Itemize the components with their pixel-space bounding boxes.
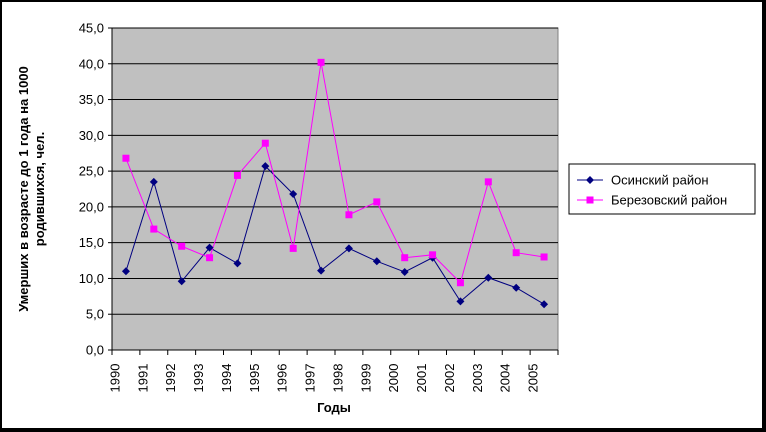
data-point (372, 257, 381, 266)
data-point (289, 190, 298, 199)
x-tick-label: 2003 (470, 364, 485, 393)
data-point (205, 243, 214, 252)
y-tick-label: 40,0 (79, 56, 104, 71)
x-tick-label: 2005 (526, 364, 541, 393)
data-point (484, 273, 493, 282)
data-point (345, 211, 353, 219)
data-point (233, 259, 242, 268)
legend: Осинский район Березовский район (568, 163, 756, 215)
data-point (177, 277, 186, 286)
line-chart: 0,0 5,0 10,0 15,0 20,0 25,0 30,0 35,0 40,0 45,0 1… (16, 21, 756, 415)
data-point (121, 267, 130, 276)
data-point (540, 300, 549, 309)
y-tick-label: 45,0 (79, 21, 104, 36)
x-tick-label: 1994 (219, 364, 234, 393)
y-tick-label: 10,0 (79, 271, 104, 286)
x-tick-label: 2001 (414, 364, 429, 393)
data-point (150, 225, 158, 233)
data-point (233, 171, 241, 179)
y-tick-label: 15,0 (79, 235, 104, 250)
legend-label: Осинский район (611, 173, 709, 188)
y-tick-label: 20,0 (79, 199, 104, 214)
y-tick-label: 35,0 (79, 92, 104, 107)
x-tick-label: 1993 (191, 364, 206, 393)
x-tick-label: 2004 (498, 364, 513, 393)
data-point (400, 268, 409, 277)
data-point (484, 178, 492, 186)
plot-area (111, 27, 559, 351)
data-point (512, 283, 521, 292)
x-tick-label: 1990 (107, 364, 122, 393)
data-point (401, 254, 409, 262)
x-tick-label: 1996 (275, 364, 290, 393)
y-axis-title-line-2: родившихся, чел. (32, 132, 47, 246)
x-axis-title: Годы (317, 400, 351, 415)
y-tick-label: 5,0 (86, 307, 104, 322)
data-point (373, 198, 381, 206)
chart-canvas: 0,0 5,0 10,0 15,0 20,0 25,0 30,0 35,0 40,0 45,0 1… (2, 2, 762, 428)
series-line (125, 62, 545, 284)
y-axis-title-line-1: Умерших в возрасте до 1 года на 1000 (16, 66, 31, 312)
data-point (317, 58, 325, 66)
data-point (206, 254, 214, 262)
data-point (289, 244, 297, 252)
legend-label: Березовский район (611, 193, 727, 208)
data-point (317, 266, 326, 275)
data-point (456, 297, 465, 306)
x-tick-label: 1998 (330, 364, 345, 393)
y-tick-label: 30,0 (79, 128, 104, 143)
legend-marker (586, 176, 594, 184)
data-point (456, 279, 464, 287)
data-point (178, 242, 186, 250)
data-point (122, 154, 130, 162)
data-point (540, 253, 548, 261)
x-tick-label: 1995 (247, 364, 262, 393)
x-tick-label: 1997 (303, 364, 318, 393)
legend-box (568, 163, 756, 215)
x-tick-label: 1991 (135, 364, 150, 393)
series-line (125, 165, 545, 305)
x-tick-label: 2000 (386, 364, 401, 393)
y-tick-label: 0,0 (86, 343, 104, 358)
data-point (344, 244, 353, 253)
data-point (149, 177, 158, 186)
data-point (261, 162, 270, 171)
legend-marker (586, 196, 594, 204)
x-tick-label: 1999 (358, 364, 373, 393)
data-point (261, 139, 269, 147)
y-tick-label: 25,0 (79, 164, 104, 179)
data-point (429, 251, 437, 259)
x-tick-label: 2002 (442, 364, 457, 393)
x-tick-label: 1992 (163, 364, 178, 393)
data-point (512, 249, 520, 257)
